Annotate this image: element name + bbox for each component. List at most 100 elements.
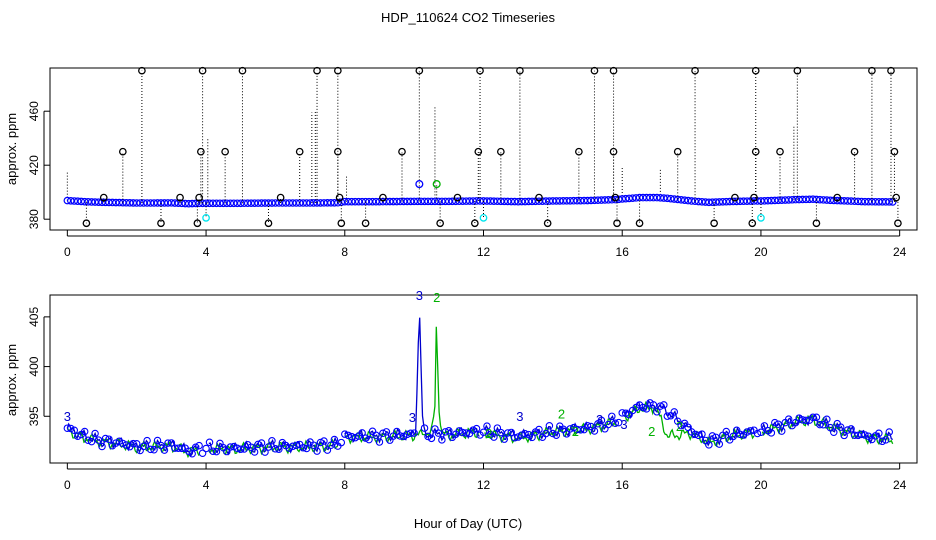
series-marker bbox=[403, 430, 411, 439]
series-marker bbox=[857, 430, 866, 439]
series-marker bbox=[861, 431, 869, 439]
series-marker bbox=[198, 449, 207, 457]
high-outlier-point bbox=[892, 193, 901, 202]
series-marker bbox=[80, 427, 89, 436]
series-marker bbox=[830, 428, 838, 436]
high-outlier-point bbox=[138, 66, 146, 75]
series-marker bbox=[441, 428, 450, 436]
series-marker bbox=[233, 444, 242, 452]
low-outlier-point bbox=[613, 219, 621, 228]
high-outlier-point bbox=[751, 147, 760, 156]
series-marker bbox=[722, 427, 731, 436]
series-marker bbox=[195, 441, 203, 450]
high-outlier-point bbox=[474, 147, 483, 156]
x-tick-label: 16 bbox=[616, 245, 630, 259]
series-marker bbox=[698, 430, 706, 438]
high-outlier-point bbox=[590, 66, 599, 75]
x-tick-label: 20 bbox=[754, 478, 768, 492]
series-marker bbox=[510, 433, 519, 442]
x-tick-label: 4 bbox=[203, 245, 210, 259]
high-outlier-point bbox=[118, 147, 127, 156]
x-tick-label: 4 bbox=[203, 478, 210, 492]
series-label-3: 3 bbox=[64, 409, 71, 424]
series-marker bbox=[843, 426, 852, 434]
series-marker bbox=[608, 412, 616, 421]
series-marker bbox=[777, 427, 786, 435]
series-marker bbox=[337, 438, 346, 447]
series-marker bbox=[483, 422, 491, 430]
low-outlier-point bbox=[710, 219, 718, 228]
series-marker bbox=[649, 401, 658, 409]
series-marker bbox=[504, 429, 512, 437]
co2-point bbox=[666, 194, 675, 203]
series-marker bbox=[809, 413, 817, 422]
series-marker bbox=[358, 429, 366, 437]
high-outlier-point bbox=[516, 66, 524, 75]
x-axis-title: Hour of Day (UTC) bbox=[414, 516, 522, 531]
series-marker bbox=[139, 442, 148, 451]
series-label-2: 2 bbox=[648, 424, 655, 439]
series-marker bbox=[302, 444, 311, 453]
x-tick-label: 0 bbox=[64, 478, 71, 492]
top-axes: 0 4 8 12 16 20 24 380 420 460 bbox=[27, 101, 907, 259]
low-outlier-point bbox=[157, 219, 165, 228]
series-marker bbox=[458, 428, 467, 437]
series-marker bbox=[479, 428, 488, 436]
series-marker bbox=[132, 440, 141, 448]
top-marks bbox=[63, 66, 902, 228]
high-outlier-point bbox=[691, 66, 699, 75]
series-label-2: 2 bbox=[558, 406, 565, 421]
high-outlier-point bbox=[575, 147, 583, 156]
series-marker bbox=[365, 435, 373, 444]
series-marker bbox=[552, 431, 561, 439]
series-marker bbox=[771, 418, 779, 427]
series-marker bbox=[802, 416, 810, 425]
series-marker bbox=[150, 446, 158, 454]
low-outlier-point bbox=[894, 219, 902, 228]
series-marker bbox=[774, 420, 783, 428]
series-marker bbox=[597, 416, 606, 425]
series-marker bbox=[545, 422, 554, 430]
low-outlier-point bbox=[470, 219, 479, 228]
series-marker bbox=[746, 427, 755, 435]
high-outlier-point bbox=[197, 147, 205, 156]
calibration-point bbox=[757, 214, 765, 222]
series-marker bbox=[670, 408, 678, 416]
series-marker bbox=[757, 428, 765, 436]
series-marker bbox=[351, 433, 359, 442]
series-marker bbox=[705, 441, 713, 449]
high-outlier-point bbox=[535, 193, 543, 202]
calibration-point bbox=[479, 214, 488, 222]
high-outlier-point bbox=[198, 66, 207, 75]
series-label-2: 2 bbox=[433, 290, 440, 305]
co2-point bbox=[677, 196, 685, 204]
series-marker bbox=[316, 438, 325, 447]
series-marker bbox=[344, 431, 352, 440]
series-marker bbox=[226, 443, 235, 451]
series-label-2: 2 bbox=[572, 424, 579, 439]
series-marker bbox=[153, 436, 162, 445]
y-tick-label: 420 bbox=[27, 155, 41, 175]
series-marker bbox=[382, 428, 391, 436]
high-outlier-point bbox=[379, 193, 387, 202]
high-outlier-point bbox=[398, 147, 406, 156]
high-outlier-point bbox=[221, 147, 229, 156]
series-marker bbox=[823, 415, 831, 424]
series-marker bbox=[604, 420, 613, 429]
series-marker bbox=[289, 442, 297, 451]
series-marker bbox=[639, 403, 647, 412]
x-tick-label: 12 bbox=[477, 245, 491, 259]
series-marker bbox=[736, 430, 744, 439]
series-label-3: 3 bbox=[409, 410, 416, 425]
series-marker bbox=[712, 433, 720, 442]
high-outlier-point bbox=[453, 193, 462, 202]
series-marker bbox=[420, 424, 429, 432]
series-marker bbox=[361, 434, 370, 442]
series-marker bbox=[618, 409, 626, 417]
series-marker bbox=[299, 443, 307, 452]
low-outlier-point bbox=[193, 219, 202, 228]
high-outlier-point bbox=[333, 147, 342, 156]
x-tick-label: 24 bbox=[893, 245, 907, 259]
calibration-point bbox=[202, 214, 210, 222]
